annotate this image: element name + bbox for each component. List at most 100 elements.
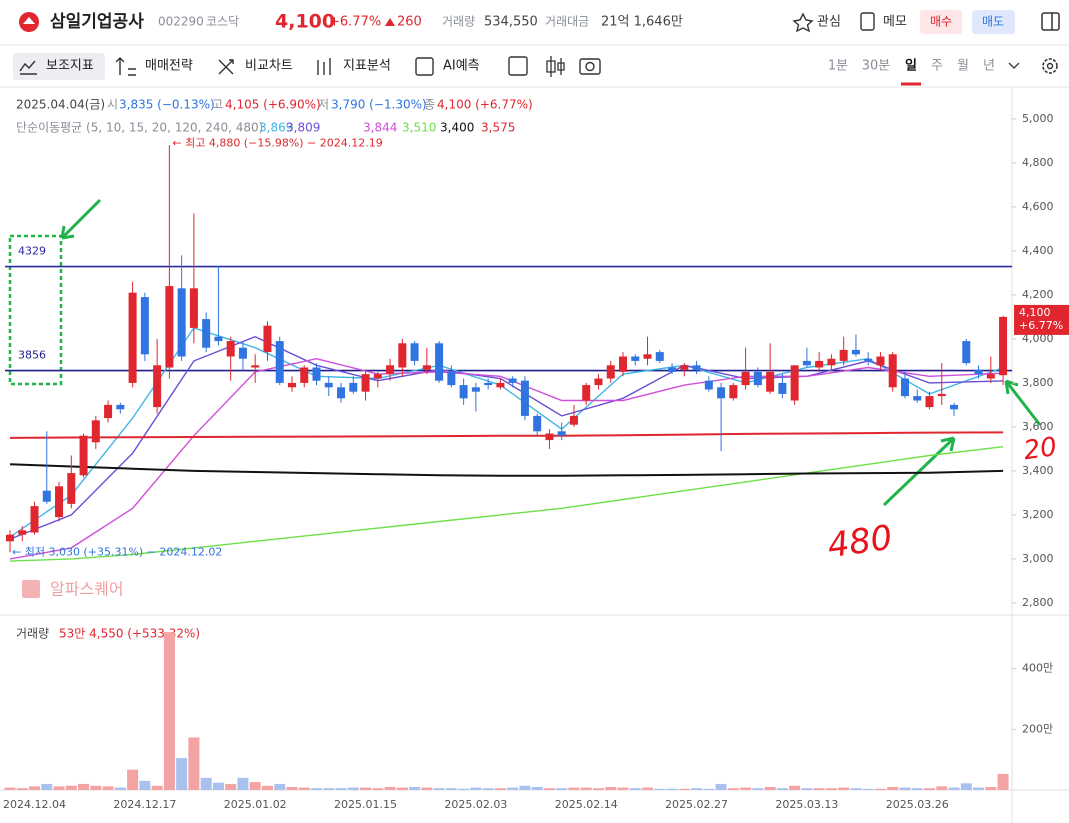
volume-bar — [261, 785, 273, 790]
candle-body — [888, 354, 897, 388]
x-tick-label: 2025.02.27 — [665, 798, 728, 811]
candle-body — [962, 341, 971, 364]
volume-bar — [384, 786, 396, 790]
candle-body — [349, 382, 358, 392]
volume-bar — [4, 787, 16, 790]
period-button[interactable]: 일 — [905, 59, 917, 74]
chart-type-icon[interactable] — [546, 56, 565, 77]
candle-body — [30, 506, 39, 533]
tool-button[interactable]: 보조지표 — [46, 59, 94, 74]
period-button[interactable]: 년 — [983, 59, 995, 74]
x-tick-label: 2025.01.02 — [224, 798, 287, 811]
volume-bar — [249, 782, 261, 790]
period-button[interactable]: 주 — [931, 59, 943, 74]
volume-bar — [176, 758, 188, 790]
y-tick-label: 3,000 — [1022, 552, 1054, 565]
candle-body — [79, 435, 88, 476]
info-open-label: 시 — [107, 98, 118, 112]
period-button[interactable]: 1분 — [828, 59, 848, 74]
checkbox-icon[interactable] — [508, 56, 528, 76]
sell-button[interactable]: 매도 — [982, 15, 1004, 29]
y-tick-label: 4,400 — [1022, 244, 1054, 257]
analysis-icon[interactable] — [317, 58, 331, 75]
stock-name: 삼일기업공사 — [50, 12, 144, 32]
sell-button-bg[interactable] — [972, 10, 1015, 34]
volume-bar — [139, 780, 151, 790]
y-tick-label: 3,400 — [1022, 464, 1054, 477]
watch-button[interactable]: 관심 — [817, 15, 841, 30]
low-note: ← 최저 3,030 (+35.31%) − 2024.12.02 — [12, 545, 222, 558]
indicator-icon[interactable] — [19, 60, 37, 75]
candle-body — [18, 530, 27, 535]
buy-button[interactable]: 매수 — [930, 15, 952, 29]
candle-body — [876, 356, 885, 366]
candle-body — [692, 365, 701, 370]
volume: 534,550 — [484, 15, 538, 30]
high-note: ← 최고 4,880 (−15.98%) − 2024.12.19 — [172, 136, 382, 149]
candle-body — [153, 365, 162, 408]
volume-bar — [494, 788, 506, 790]
green-arrow — [60, 198, 102, 240]
memo-button[interactable]: 메모 — [883, 15, 907, 30]
volume-bar — [212, 782, 224, 790]
volume-bar — [396, 787, 408, 790]
strategy-icon[interactable] — [115, 57, 136, 76]
volume-bar — [985, 786, 997, 790]
candle-body — [606, 365, 615, 379]
ma-legend-value: 3,575 — [481, 121, 515, 135]
volume-bar — [654, 788, 666, 790]
panel-icon[interactable] — [1041, 12, 1060, 31]
buy-button-bg[interactable] — [920, 10, 962, 34]
settings-icon[interactable] — [1042, 58, 1058, 74]
candle-body — [986, 374, 995, 379]
candle-body — [937, 393, 946, 397]
compare-icon[interactable] — [218, 59, 234, 75]
settings-hub — [1046, 62, 1054, 70]
candle-body — [520, 380, 529, 416]
volume-bar — [887, 786, 899, 790]
price: 4,100 — [275, 11, 335, 33]
candle-body — [251, 365, 260, 368]
tool-button[interactable]: 매매전략 — [145, 59, 193, 74]
change-rate: +6.77% — [329, 15, 381, 30]
period-chevron[interactable] — [1008, 62, 1020, 70]
volume-bar — [899, 787, 911, 790]
price-tag-change: +6.77% — [1019, 319, 1063, 332]
tool-button[interactable]: 지표분석 — [343, 59, 391, 74]
candle-body — [766, 371, 775, 392]
candle-body — [263, 325, 272, 353]
change: 260 — [397, 15, 422, 30]
vol-y-tick-label: 400만 — [1022, 662, 1053, 675]
candle-body — [435, 343, 444, 381]
volume-bar — [543, 788, 555, 790]
market: 코스닥 — [206, 15, 239, 29]
horizontal-line-label: 3856 — [18, 349, 46, 362]
tool-button[interactable]: AI예측 — [443, 59, 480, 74]
volume-bar — [629, 788, 641, 790]
info-open: 3,835 (−0.13%) — [119, 98, 215, 112]
candle-body — [631, 356, 640, 361]
volume-bar — [311, 788, 322, 790]
memo-icon[interactable] — [860, 12, 875, 31]
candle-body — [851, 349, 860, 355]
moving-average — [9, 463, 1004, 477]
tool-button[interactable]: 비교차트 — [245, 59, 293, 74]
info-close-label: 종 — [424, 98, 435, 112]
candle-body — [91, 420, 100, 443]
volume-bar — [237, 777, 249, 790]
candle-body — [582, 385, 591, 401]
ma-legend-value: 3,844 — [363, 121, 397, 135]
y-tick-label: 5,000 — [1022, 112, 1054, 125]
candle-body — [42, 490, 51, 502]
camera-icon[interactable] — [579, 58, 601, 75]
period-button[interactable]: 월 — [957, 59, 969, 74]
info-high-label: 고 — [212, 98, 223, 112]
volume-bar — [286, 786, 298, 790]
moving-average — [9, 431, 1004, 439]
volume-bar — [127, 769, 139, 790]
ai-icon[interactable] — [415, 57, 434, 76]
period-button[interactable]: 30분 — [862, 59, 891, 74]
star-icon[interactable] — [792, 12, 814, 33]
candle-body — [680, 365, 689, 370]
volume-bar — [188, 737, 200, 790]
